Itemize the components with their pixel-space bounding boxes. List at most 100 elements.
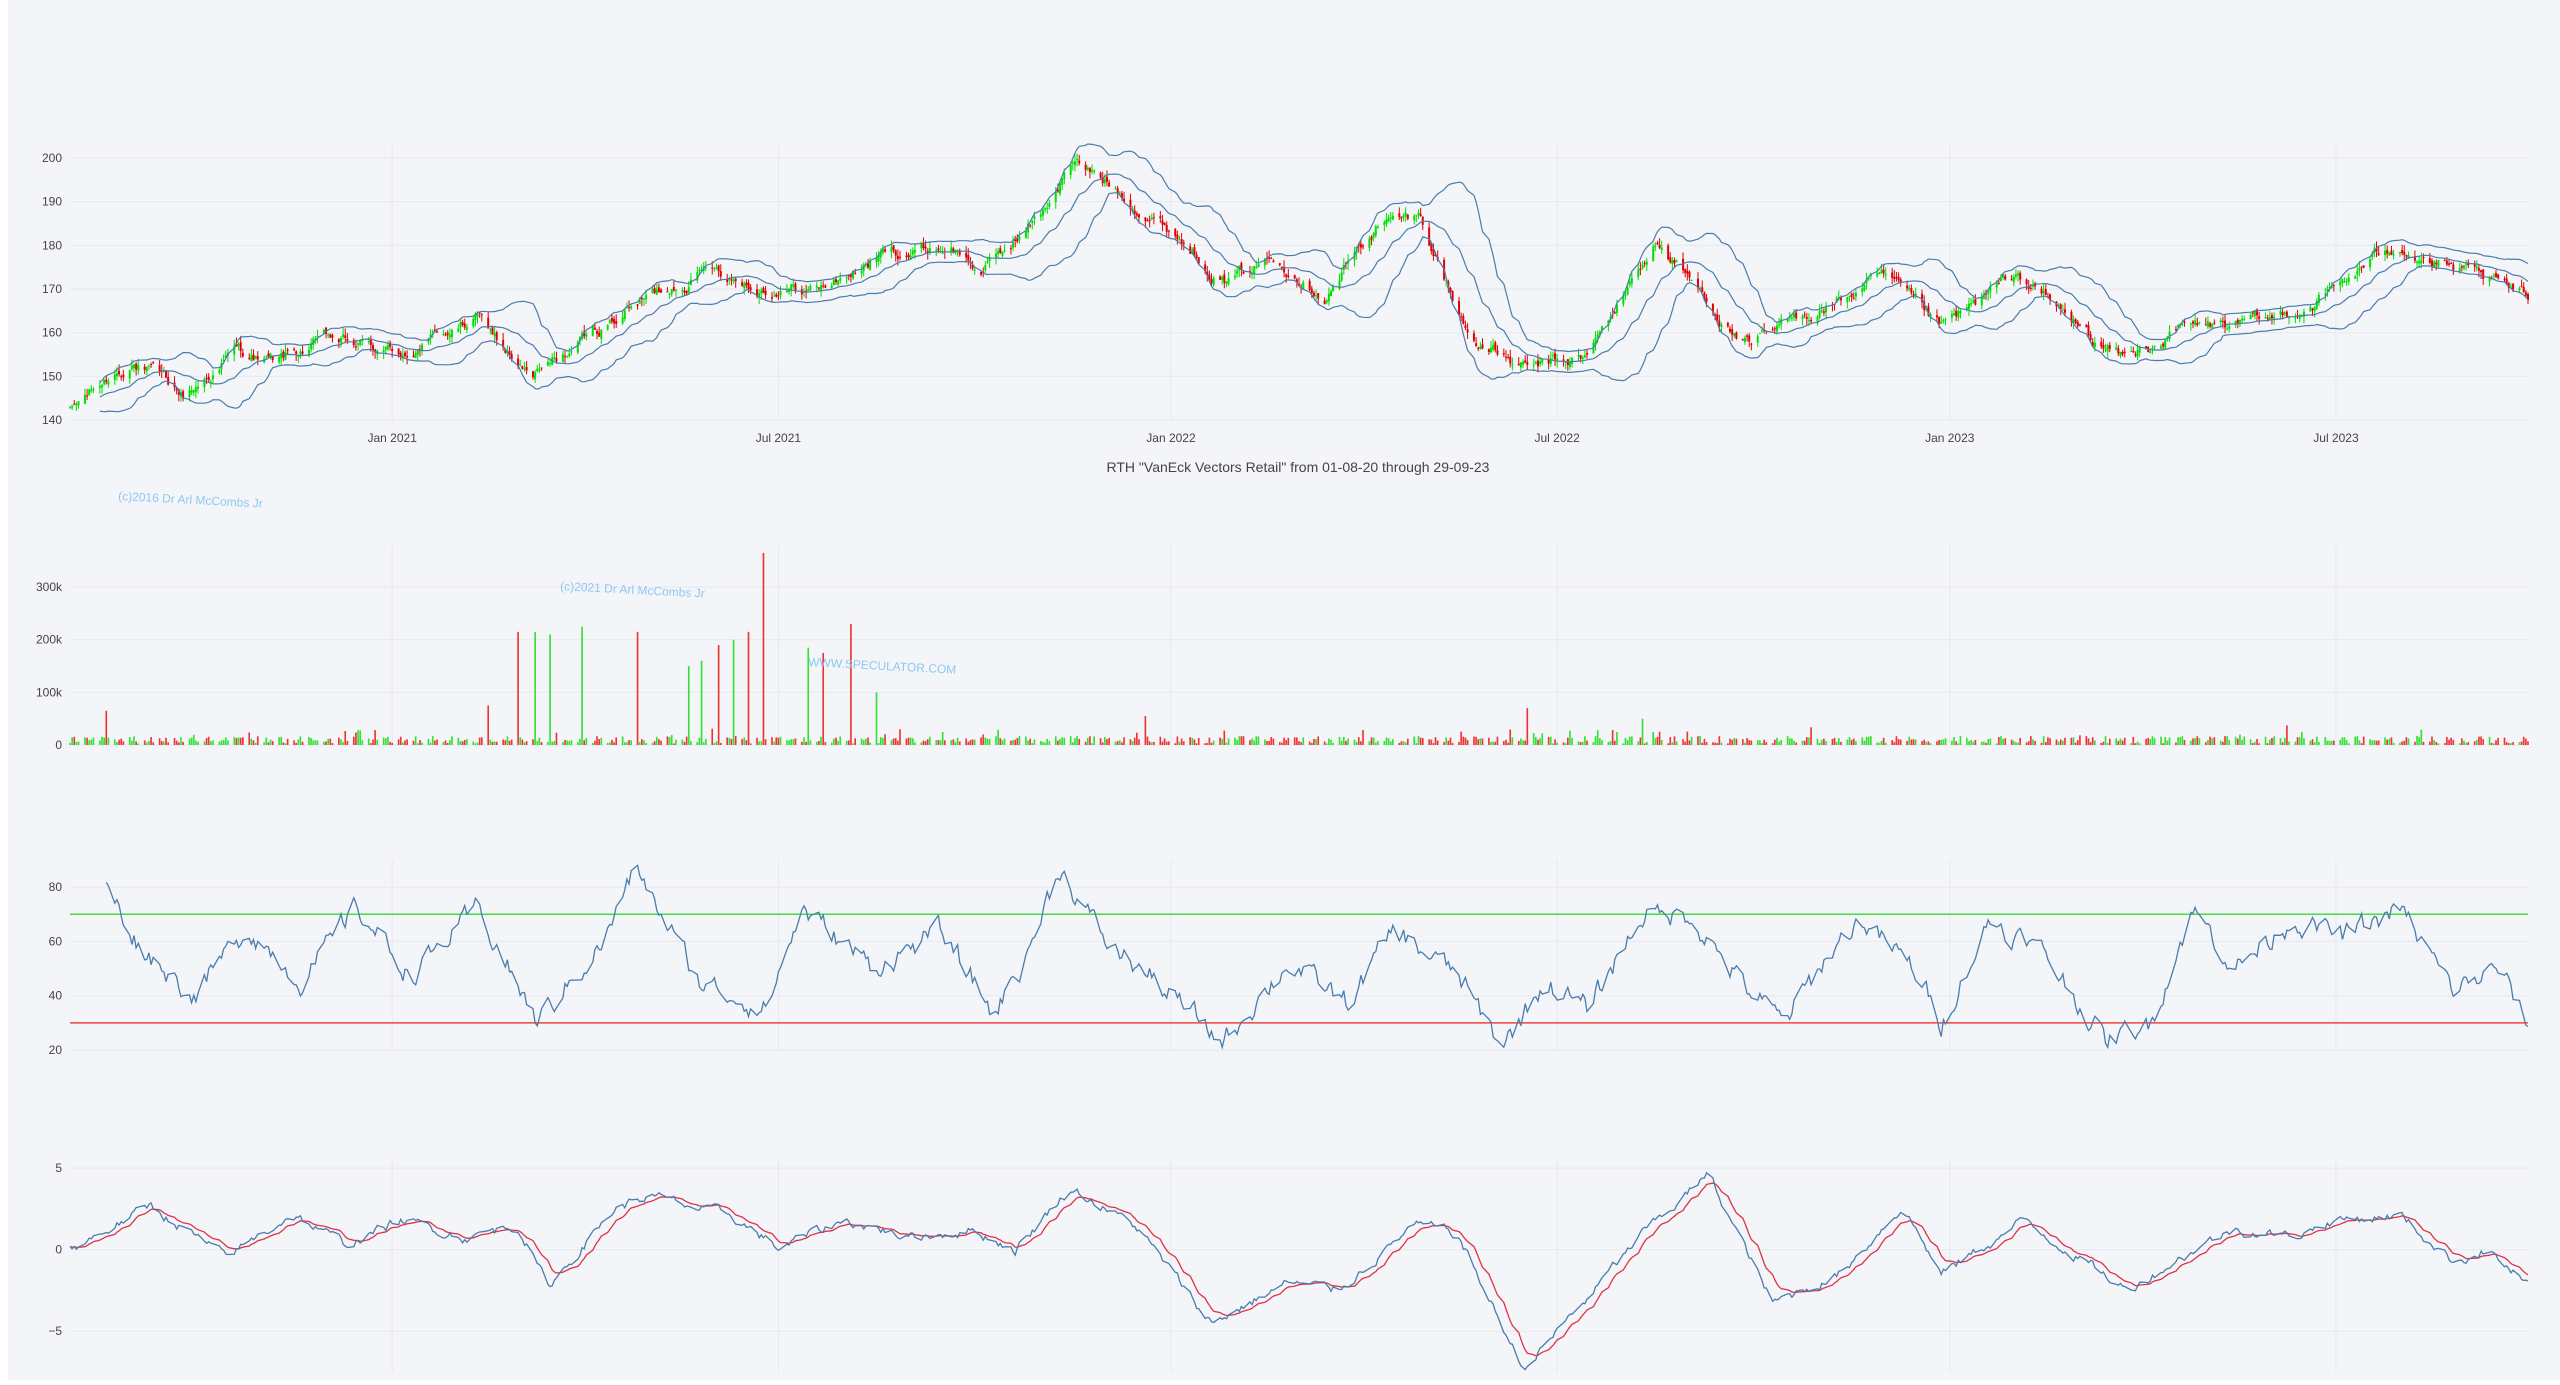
candle-body — [1093, 170, 1096, 172]
candle-body — [623, 309, 626, 319]
volume-bar — [2047, 737, 2049, 745]
candle-body — [2398, 252, 2401, 254]
volume-bar — [1810, 727, 1812, 745]
volume-bar — [256, 736, 259, 745]
volume-bar — [1897, 738, 1900, 745]
candle-body — [2369, 258, 2372, 268]
volume-bar — [133, 736, 135, 745]
candle-body — [805, 290, 808, 292]
candle-body — [606, 325, 609, 330]
candle-body — [316, 335, 319, 338]
candle-body — [1332, 286, 1335, 292]
volume-bar — [2064, 737, 2066, 745]
candle-body — [1891, 272, 1894, 278]
volume-bar — [2264, 736, 2267, 745]
volume-bar — [660, 740, 662, 745]
candle-body — [1899, 279, 1902, 283]
volume-bar — [596, 736, 598, 745]
volume-bar — [1861, 737, 1864, 745]
volume-bar — [1733, 737, 1736, 745]
volume-bar — [431, 736, 434, 745]
candle-body — [250, 355, 253, 362]
candle-body — [965, 252, 968, 258]
candle-body — [732, 279, 735, 282]
candle-body — [256, 356, 259, 360]
volume-bar — [2089, 742, 2092, 745]
volume-bar — [1432, 743, 1435, 745]
volume-bar — [2333, 740, 2335, 745]
volume-bar — [685, 736, 688, 745]
candle-body — [2273, 316, 2276, 319]
volume-bar — [865, 738, 867, 745]
volume-bar — [1131, 741, 1134, 745]
candle-body — [2211, 323, 2214, 328]
candle-body — [1995, 282, 1998, 288]
volume-bar — [2467, 742, 2470, 745]
candle-body — [248, 357, 251, 359]
candle-body — [869, 260, 872, 270]
candle-body — [1726, 322, 1729, 327]
volume-bar — [1938, 739, 1940, 745]
candle-body — [233, 345, 236, 355]
candle-body — [1460, 316, 1463, 318]
candle-body — [1240, 262, 1243, 270]
candle-body — [2236, 319, 2239, 324]
volume-bar — [1496, 736, 1499, 745]
volume-bar — [1505, 739, 1507, 745]
candle-body — [284, 351, 287, 360]
volume-bar — [1466, 739, 1469, 745]
candle-body — [1686, 270, 1689, 274]
candle-body — [1391, 215, 1394, 220]
candle-body — [2134, 354, 2137, 356]
volume-bar — [2371, 740, 2374, 745]
candle-body — [1786, 318, 1789, 322]
volume-bar — [1594, 736, 1597, 745]
volume-bar — [2281, 742, 2284, 745]
volume-bar — [1895, 736, 1898, 745]
candle-body — [472, 318, 475, 327]
candle-body — [566, 355, 569, 357]
candle-body — [1950, 313, 1953, 318]
volume-bar — [2072, 737, 2075, 745]
volume-bar — [2015, 742, 2017, 745]
candle-body — [2375, 247, 2378, 252]
volume-bar — [969, 740, 972, 745]
candle-body — [128, 370, 131, 379]
candle-body — [235, 343, 238, 347]
candle-body — [2520, 286, 2523, 288]
volume-bar — [1236, 739, 1238, 745]
candle-body — [2181, 324, 2184, 326]
volume-bar — [493, 741, 496, 745]
candle-body — [1720, 324, 1723, 327]
candle-body — [1404, 212, 1407, 217]
candle-body — [361, 339, 364, 341]
candle-body — [1413, 215, 1416, 221]
candle-body — [1639, 268, 1642, 270]
candle-body — [1921, 294, 1924, 303]
candle-body — [2315, 300, 2318, 309]
volume-bar — [2000, 736, 2002, 745]
volume-bar — [1374, 742, 1377, 745]
volume-bar — [263, 742, 265, 745]
candle-body — [1652, 246, 1655, 262]
candle-body — [820, 284, 823, 291]
candle-body — [1152, 217, 1155, 219]
candle-body — [1137, 214, 1140, 218]
candle-body — [1458, 300, 1461, 316]
volume-bar — [1033, 739, 1036, 745]
volume-bar — [2049, 738, 2051, 745]
candle-body — [1562, 359, 1565, 362]
volume-bar — [387, 736, 389, 745]
candle-body — [997, 250, 1000, 255]
candle-body — [412, 355, 415, 357]
candle-body — [792, 284, 795, 287]
candle-body — [1012, 242, 1015, 248]
candle-body — [2377, 253, 2380, 255]
volume-bar — [1404, 742, 1407, 745]
candle-body — [645, 295, 648, 300]
candle-body — [1061, 178, 1064, 186]
candle-body — [698, 269, 701, 272]
volume-bar — [615, 737, 618, 745]
volume-bar — [875, 692, 878, 745]
candle-body — [2473, 264, 2476, 267]
